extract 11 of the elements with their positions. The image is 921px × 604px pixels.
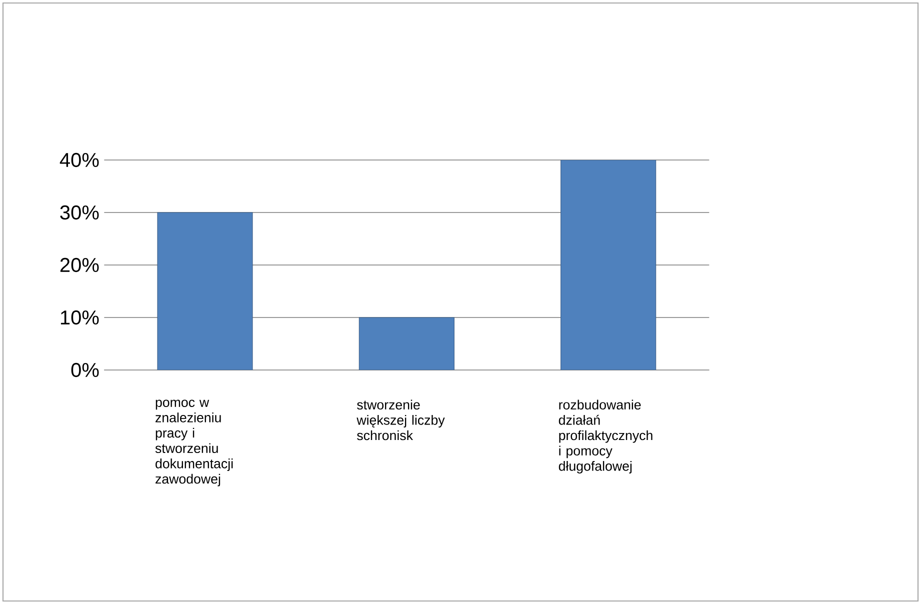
bar bbox=[560, 160, 656, 370]
y-tick-label: 40% bbox=[60, 152, 99, 168]
x-tick-label: stworzenie większej liczby schronisk bbox=[356, 400, 445, 440]
x-tick-label: rozbudowanie działań profilaktycznych i pomocy długofalowej bbox=[558, 400, 652, 474]
y-tick-label: 30% bbox=[60, 205, 99, 220]
x-tick-label: pomoc w znalezieniu pracy i stworzeniu dokumentacji zawodowej bbox=[155, 400, 233, 486]
y-tick-label: 0% bbox=[71, 362, 99, 378]
bar bbox=[358, 317, 454, 370]
y-tick-label: 10% bbox=[60, 310, 99, 325]
y-tick-label: 20% bbox=[60, 258, 99, 272]
bar bbox=[157, 212, 253, 370]
